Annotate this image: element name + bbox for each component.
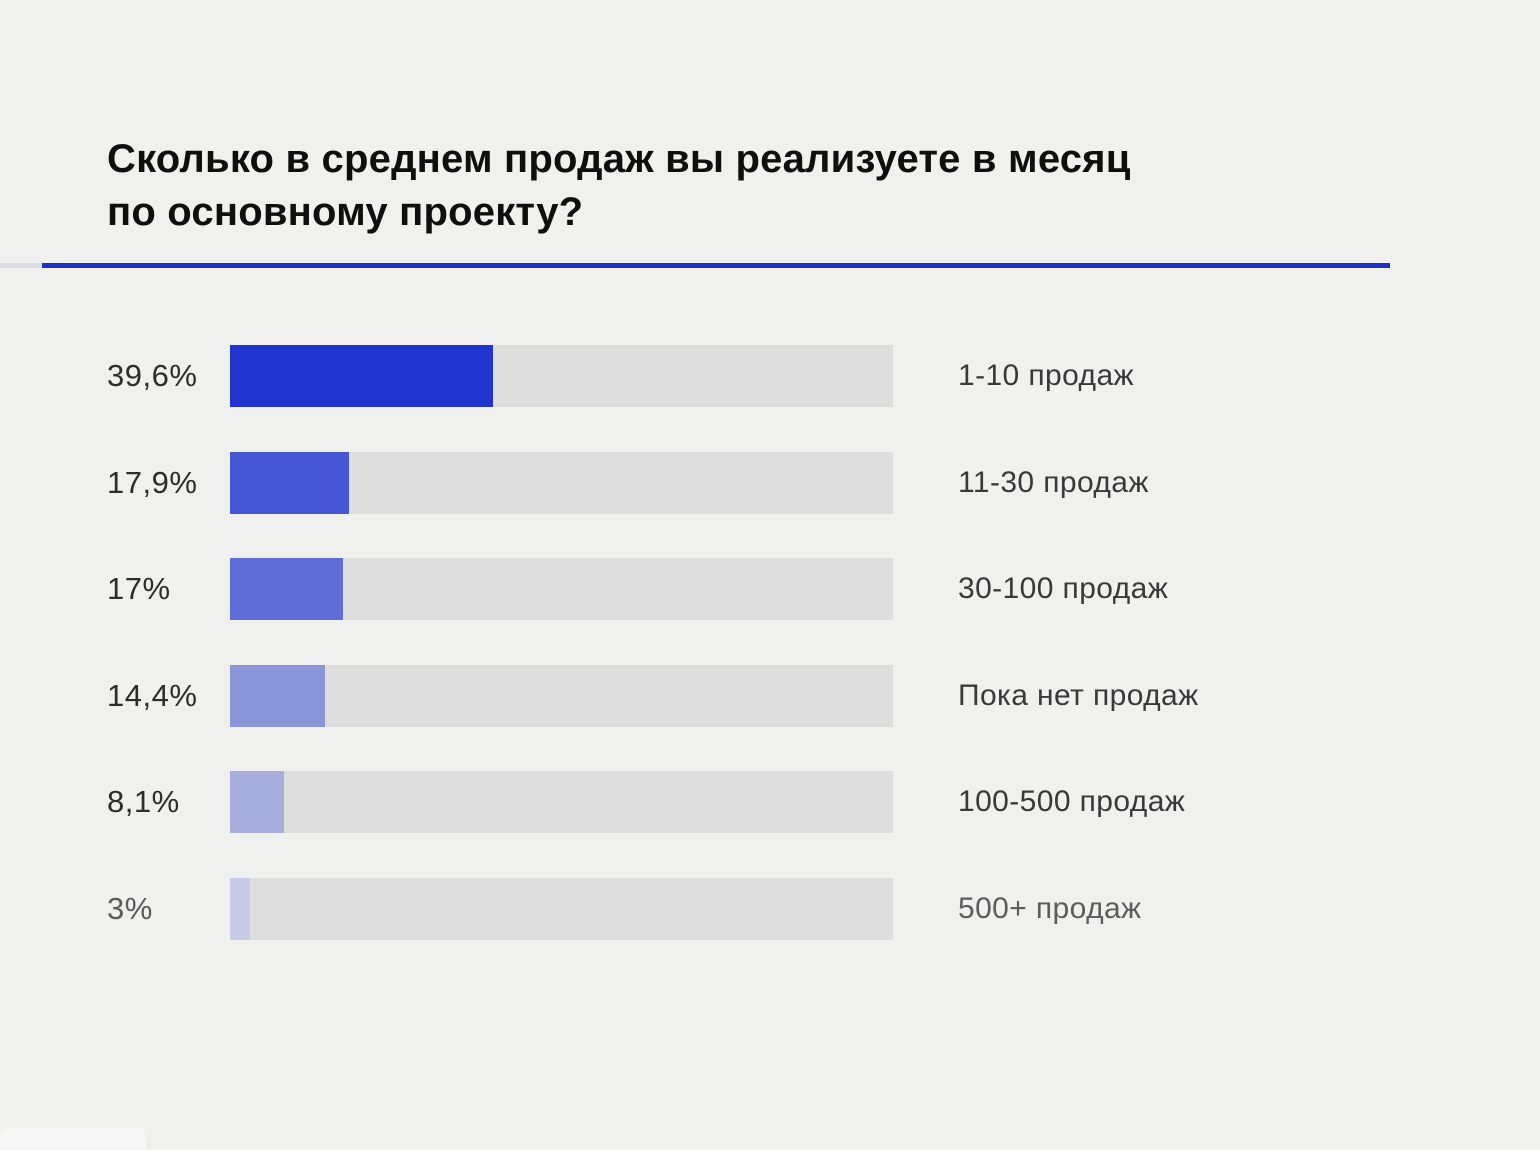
bar-category-label: 30-100 продаж [958,572,1169,605]
chart-row: 14,4% Пока нет продаж [0,664,1540,727]
bar-track [230,771,893,833]
bar-track [230,664,893,727]
bar-chart: 39,6% 1-10 продаж 17,9% 11-30 продаж 17%… [0,345,1540,940]
bar-track [230,451,893,514]
bar-value-label: 14,4% [107,677,198,713]
bottom-left-plate [0,1128,146,1150]
bar-fill [230,771,284,833]
chart-row: 17% 30-100 продаж [0,558,1540,620]
divider-stub [0,263,42,268]
bar-fill [230,451,349,514]
bar-category-label: Пока нет продаж [958,678,1199,712]
bar-track [230,877,893,940]
bar-value-label: 17,9% [107,464,198,500]
bar-value-label: 39,6% [107,358,198,393]
bar-track [230,345,893,407]
chart-row: 8,1% 100-500 продаж [0,771,1540,833]
bar-fill [230,345,493,407]
bar-fill [230,877,250,940]
bar-fill [230,664,326,727]
bar-track [230,558,893,620]
divider-accent-line [42,263,1390,268]
page-title-line-2: по основному проекту? [107,189,584,234]
bar-value-label: 8,1% [107,784,180,819]
bar-category-label: 500+ продаж [958,891,1142,925]
chart-row: 39,6% 1-10 продаж [0,345,1540,407]
page-title: Сколько в среднем продаж вы реализуете в… [107,133,1131,239]
chart-row: 17,9% 11-30 продаж [0,451,1540,514]
chart-rows: 39,6% 1-10 продаж 17,9% 11-30 продаж 17%… [0,345,1540,940]
chart-row: 3% 500+ продаж [0,877,1540,940]
bar-fill [230,558,343,620]
bar-value-label: 3% [107,890,153,926]
page-title-line-1: Сколько в среднем продаж вы реализуете в… [107,137,1131,181]
bar-category-label: 1-10 продаж [958,359,1134,392]
bar-category-label: 100-500 продаж [958,785,1186,818]
bar-value-label: 17% [107,571,171,606]
bar-category-label: 11-30 продаж [958,465,1149,499]
